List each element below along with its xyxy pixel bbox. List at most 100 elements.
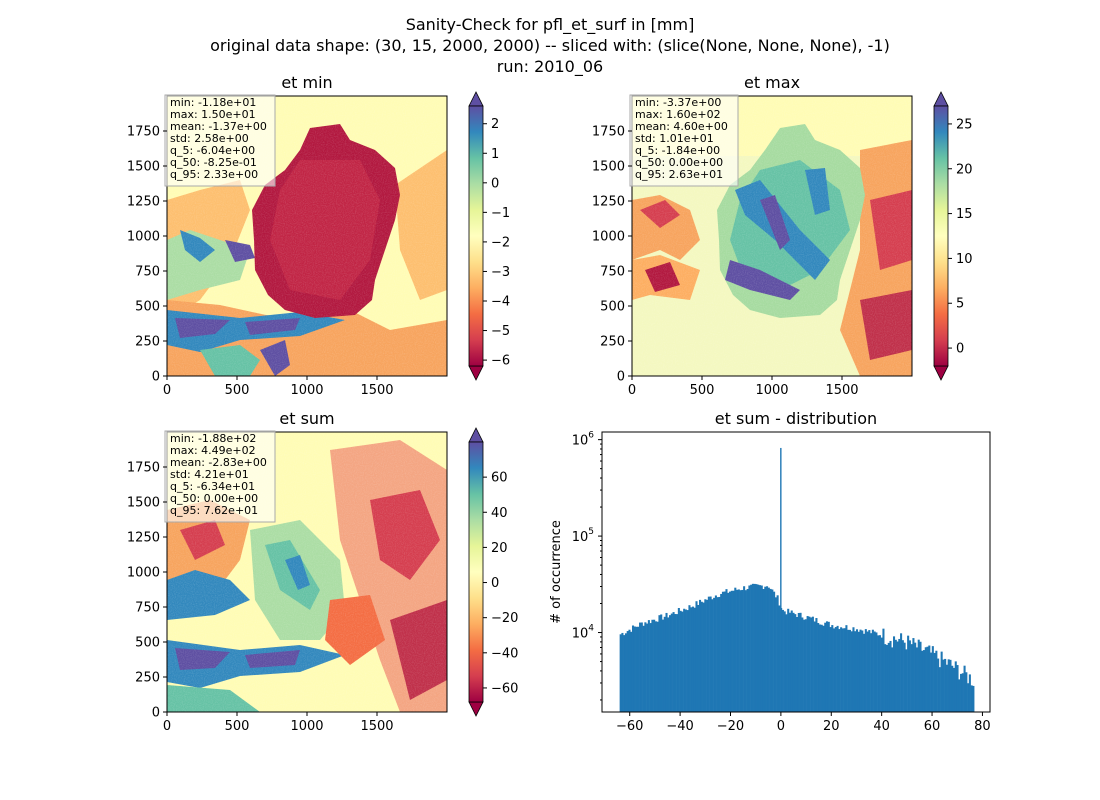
histogram-bar (905, 649, 908, 712)
histogram-bar (676, 614, 679, 712)
stat-line: mean: -2.83e+00 (170, 456, 267, 469)
histogram-bar (755, 584, 758, 712)
panel-et-max-axes: 0 500 1000 1500 0 250 500 750 1000 1250 1500 1750 (592, 125, 859, 399)
histogram-bar (885, 644, 889, 712)
histogram-bar (951, 665, 954, 712)
histogram-bar (670, 613, 673, 712)
colorbar-extend-max (933, 91, 949, 107)
histogram-bar (702, 602, 705, 712)
histogram-bar (933, 652, 936, 712)
histogram-bar (818, 624, 821, 712)
histogram-bar (757, 584, 760, 712)
stat-line: q_50: 0.00e+00 (635, 156, 723, 169)
histogram-bar (737, 589, 740, 712)
y-tick-label: 500 (135, 636, 160, 651)
histogram-bars (619, 447, 975, 712)
y-tick-label: 250 (135, 671, 160, 686)
histogram-bar (684, 609, 687, 712)
histogram-bar (619, 634, 622, 712)
histogram-bar (963, 665, 966, 712)
x-tick-label: 1000 (290, 383, 323, 398)
histogram-bar (721, 591, 724, 712)
histogram-bar (683, 608, 686, 712)
stat-line: q_5: -1.84e+00 (635, 144, 720, 157)
y-tick-label: 1750 (592, 125, 625, 140)
stat-line: min: -1.88e+02 (170, 432, 256, 445)
colorbar-tick-label: −1 (491, 206, 510, 221)
histogram-bar (824, 622, 827, 712)
histogram-bar (693, 607, 696, 712)
colorbar-tick-label: 25 (956, 117, 973, 132)
panel-et-min-title: et min (281, 73, 332, 92)
y-tick-label: 1500 (127, 160, 160, 175)
x-tick-label: 500 (225, 383, 250, 398)
histogram-bar (649, 623, 652, 712)
histogram-bar (972, 685, 975, 712)
panel-et-sum-image (166, 431, 448, 713)
histogram-bar (952, 667, 956, 712)
histogram-bar (908, 640, 911, 712)
histogram-bar (838, 629, 841, 712)
colorbar-extend-min (468, 701, 484, 717)
y-tick-base: 10 (572, 627, 589, 642)
y-tick-label: 1250 (127, 531, 160, 546)
panel-et-sum-axes: 0 500 1000 1500 0 250 500 750 1000 1250 1500 1750 (127, 461, 394, 735)
histogram-bar (626, 631, 629, 712)
histogram-bar (878, 635, 881, 712)
histogram-bar (804, 619, 807, 712)
colorbar-tick-label: 20 (956, 162, 973, 177)
histogram-bar (811, 616, 814, 712)
colorbar-tick-label: 10 (956, 252, 973, 267)
y-tick-label: 500 (600, 300, 625, 315)
colorbar-tick-label: 0 (491, 576, 499, 591)
histogram-bar (861, 630, 864, 712)
histogram-bar (947, 659, 950, 712)
colorbar-extend-min (933, 365, 949, 381)
histogram-bar (663, 616, 666, 712)
colorbar-extend-max (468, 427, 484, 443)
x-tick-label: 500 (690, 383, 715, 398)
stat-line: max: 4.49e+02 (170, 444, 256, 457)
histogram-bar (672, 612, 675, 712)
histogram-bar (857, 631, 860, 712)
histogram-bar (718, 596, 721, 712)
stat-line: mean: -1.37e+00 (170, 120, 267, 133)
histogram-bar (891, 647, 894, 712)
colorbar-extend-max (468, 91, 484, 107)
colorbar-gradient (468, 441, 484, 703)
y-tick-base: 10 (572, 530, 589, 545)
histogram-title: et sum - distribution (715, 409, 877, 428)
colorbar-tick-label: −4 (491, 295, 510, 310)
histogram-bar (797, 612, 800, 712)
histogram-bar (697, 604, 700, 712)
histogram-bar (792, 612, 795, 712)
histogram-bar (776, 595, 779, 712)
histogram-frame (601, 431, 991, 713)
stat-line: q_95: 7.62e+01 (170, 504, 258, 517)
histogram-bar (907, 635, 910, 712)
histogram-bar (937, 658, 940, 712)
histogram-bar (806, 616, 809, 712)
histogram-bar (713, 597, 716, 712)
histogram-bar (766, 586, 769, 712)
stat-line: max: 1.60e+02 (635, 108, 721, 121)
histogram-bar (965, 672, 968, 712)
histogram-bar (903, 642, 906, 712)
histogram-bar (783, 611, 786, 712)
histogram-bar (639, 622, 642, 712)
panel-et-max-stats: min: -3.37e+00 max: 1.60e+02 mean: 4.60e… (629, 94, 739, 187)
histogram-bar (938, 667, 941, 712)
x-tick-label: 1500 (360, 719, 393, 734)
colorbar-tick-label: 15 (956, 207, 973, 222)
histogram-bar (787, 608, 790, 712)
histogram-bar (815, 618, 818, 712)
panel-et-min-axes: 0 500 1000 1500 0 250 500 750 1000 1250 1500 1750 (127, 125, 394, 399)
colorbar-tick-label: −3 (491, 265, 510, 280)
y-tick-label: 750 (135, 265, 160, 280)
x-tick-label: 0 (163, 383, 171, 398)
histogram-bar (690, 607, 693, 712)
y-tick-label: 1000 (592, 230, 625, 245)
histogram-bar (900, 633, 903, 712)
histogram-bar (640, 622, 643, 712)
y-tick-label: 500 (135, 300, 160, 315)
